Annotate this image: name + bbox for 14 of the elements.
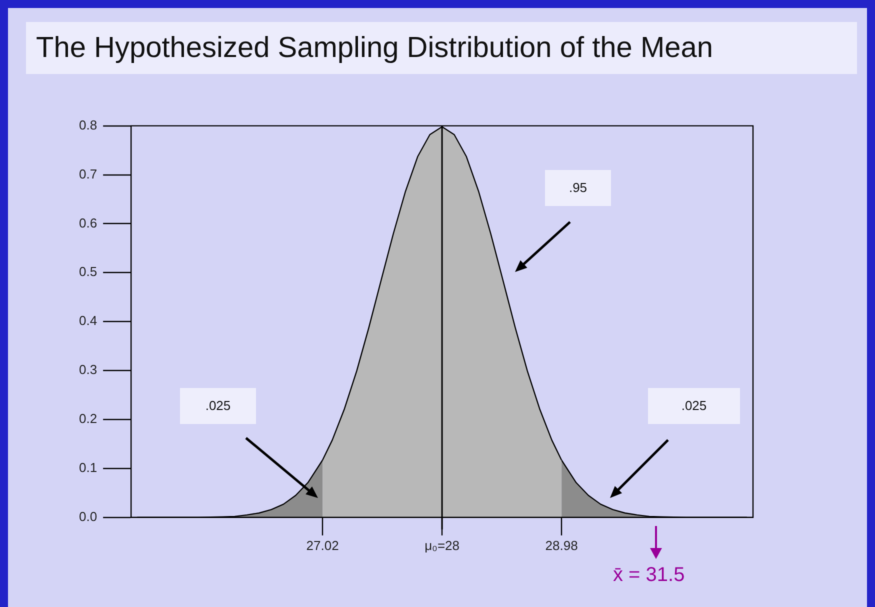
y-tick-label: 0.3 xyxy=(78,362,98,378)
text: x̄ = 31.5 xyxy=(613,564,685,586)
y-tick-label: 0.8 xyxy=(78,117,98,132)
y-tick-label: 0.1 xyxy=(78,460,98,476)
x-tick-label: 27.02 xyxy=(306,538,339,553)
y-tick-label: 0.2 xyxy=(78,411,98,426)
y-tick-label: 0.5 xyxy=(78,264,98,280)
y-tick-label: 0.7 xyxy=(78,166,98,182)
x-tick-label: 28.98 xyxy=(545,538,578,553)
y-tick-label: 0.0 xyxy=(78,508,98,524)
y-tick-label: 0.4 xyxy=(78,313,98,328)
x-tick-label: μ₀=28 xyxy=(424,538,460,553)
chart-title: The Hypothesized Sampling Distribution of the Mean xyxy=(26,22,857,74)
y-tick-label: 0.6 xyxy=(78,215,98,230)
